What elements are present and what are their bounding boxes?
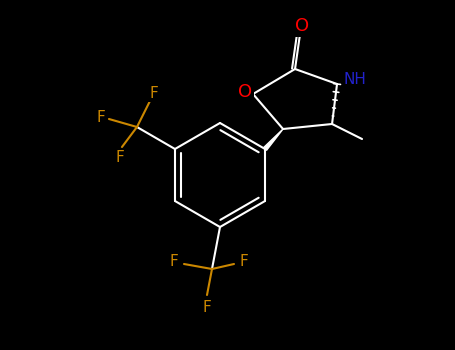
Text: F: F [96,110,106,125]
Text: F: F [170,254,178,270]
Polygon shape [263,129,283,150]
Text: F: F [116,149,124,164]
Text: F: F [240,254,248,270]
Text: NH: NH [344,71,366,86]
Text: F: F [202,300,212,315]
Text: F: F [150,85,158,100]
Text: O: O [295,17,309,35]
Text: O: O [238,83,252,101]
